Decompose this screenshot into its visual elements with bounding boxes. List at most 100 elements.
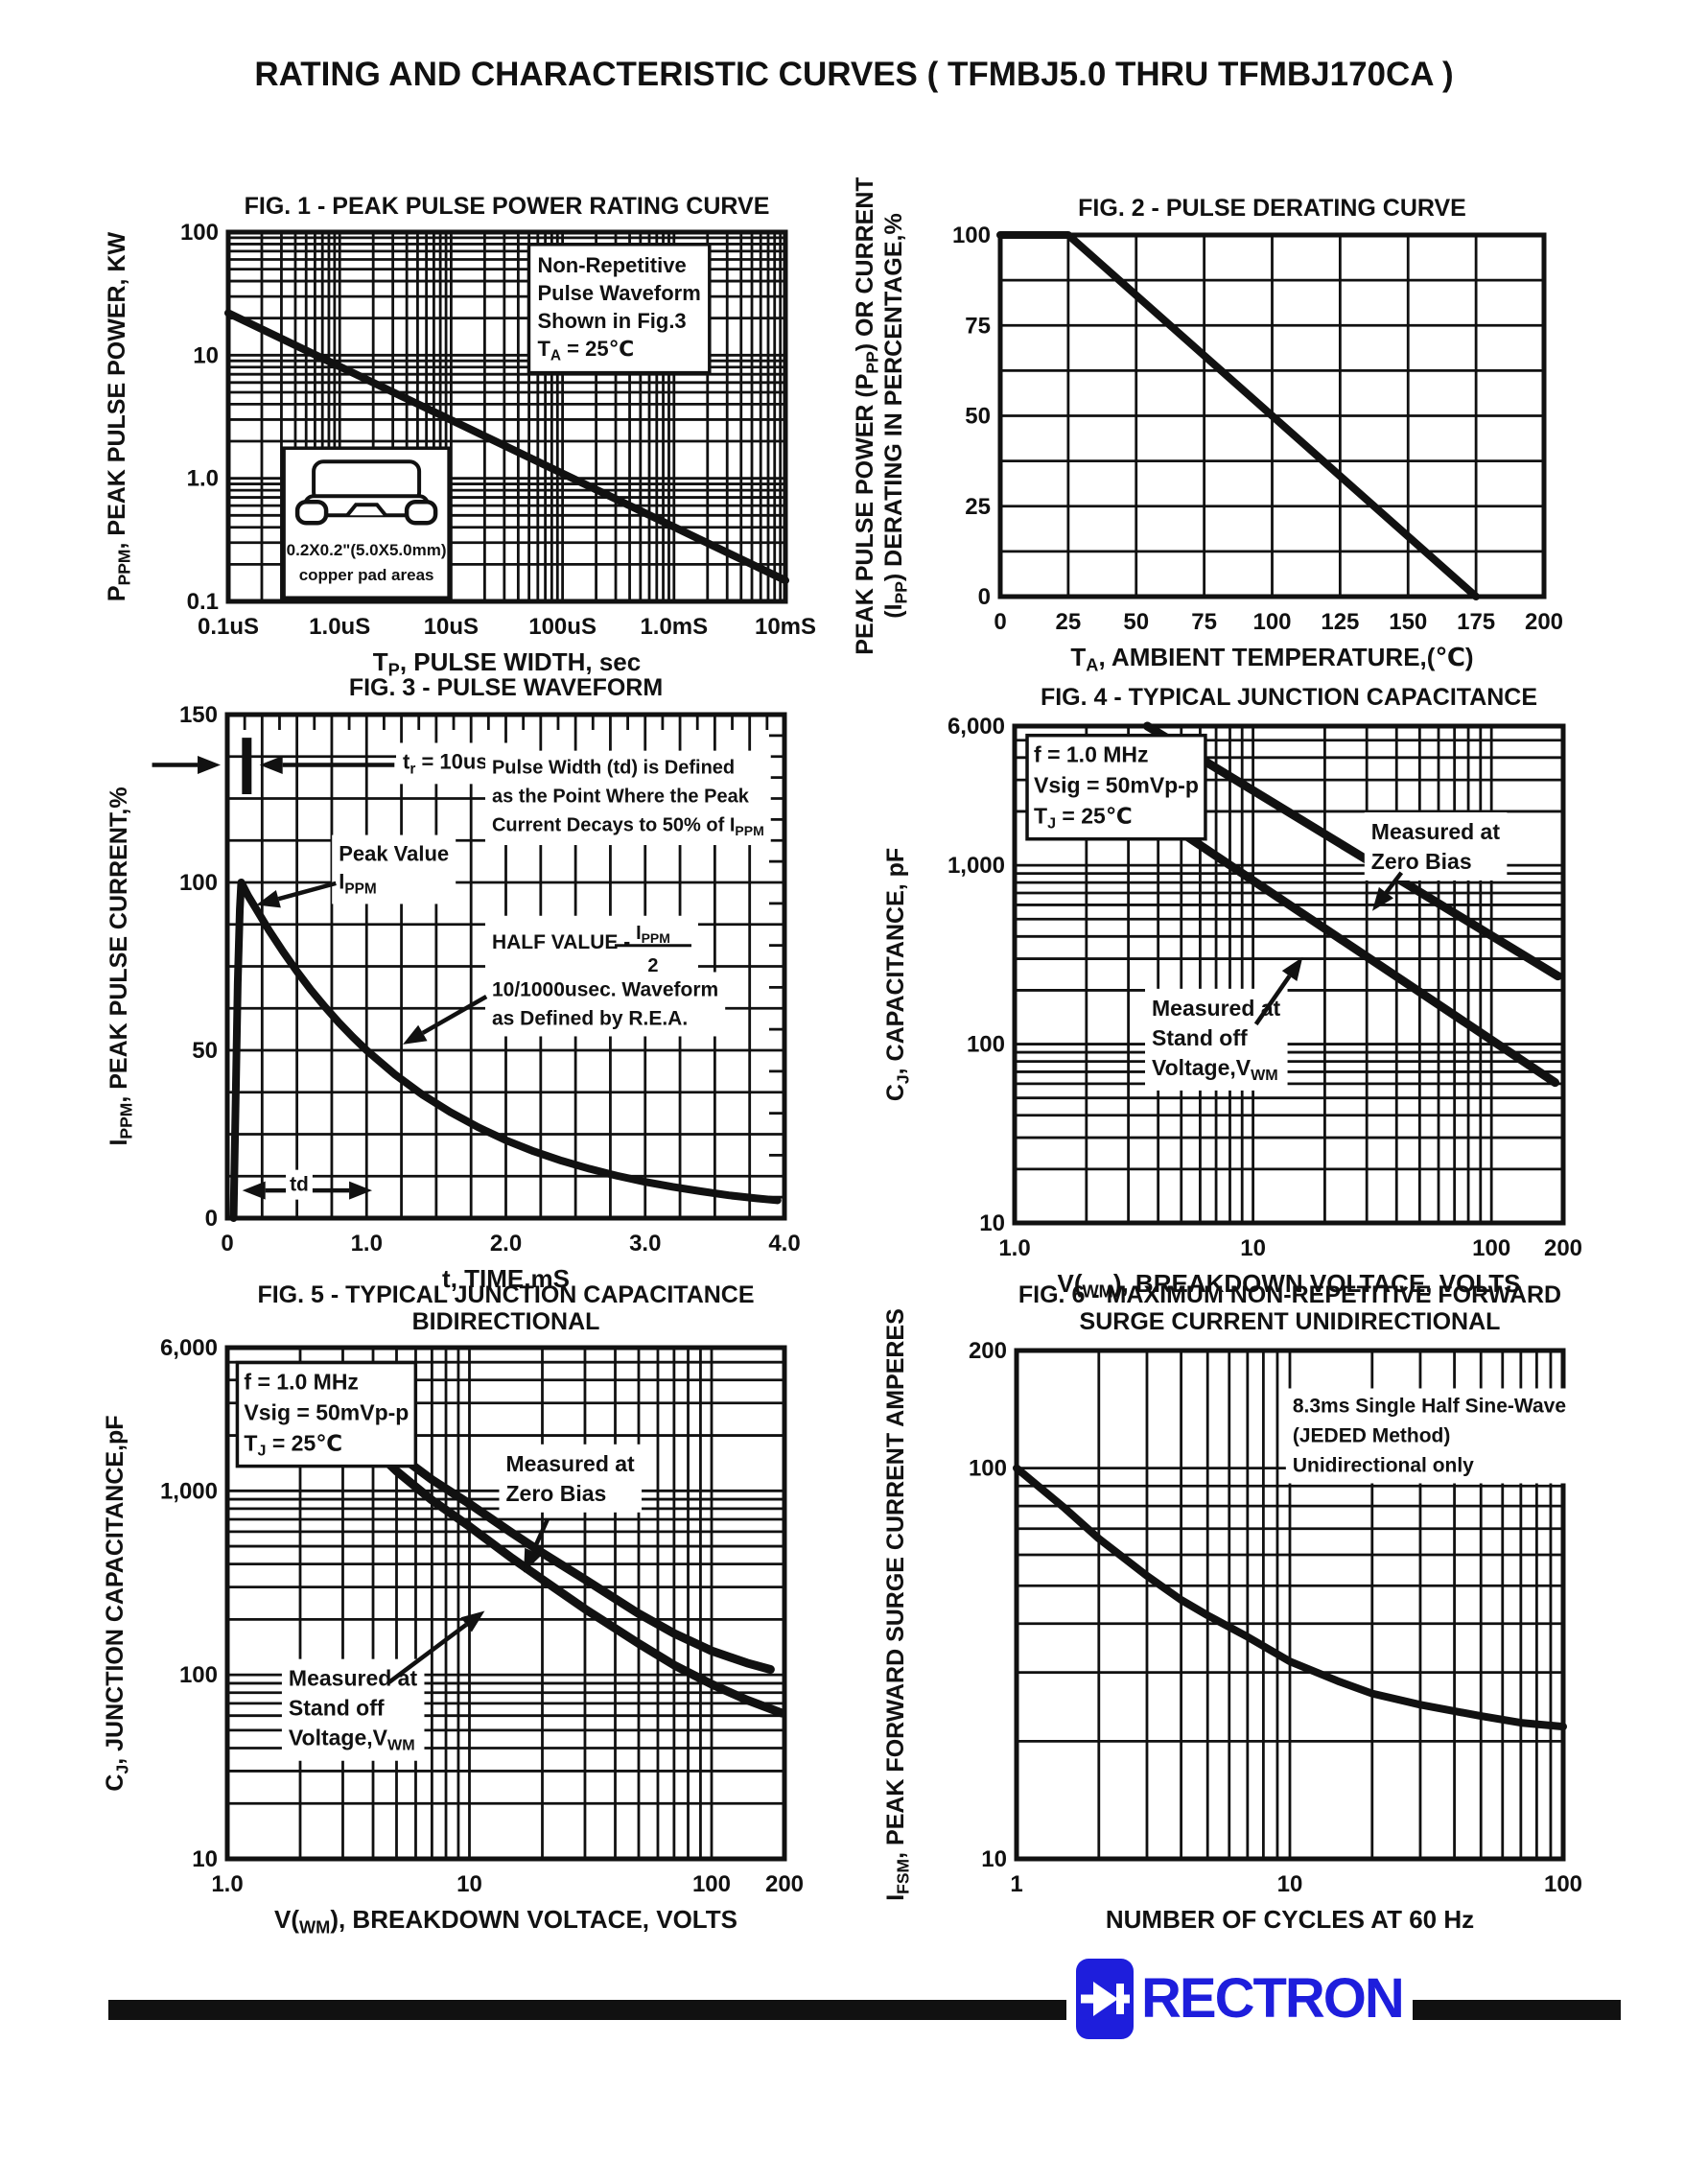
svg-text:IFSM, PEAK FORWARD SURGE CURRE: IFSM, PEAK FORWARD SURGE CURRENT AMPERES <box>882 1308 913 1901</box>
svg-text:0: 0 <box>978 584 991 610</box>
svg-text:1: 1 <box>1010 1871 1022 1897</box>
fig4-series-measured-at-stand-off-voltage <box>1142 805 1560 1088</box>
svg-text:1.0: 1.0 <box>351 1231 383 1257</box>
svg-text:6,000: 6,000 <box>948 714 1005 740</box>
svg-text:NUMBER OF CYCLES AT 60 Hz: NUMBER OF CYCLES AT 60 Hz <box>1106 1905 1474 1934</box>
fig2-chart: FIG. 2 - PULSE DERATING CURVE 0 25 50 75 100 1… <box>852 177 1563 675</box>
svg-text:FIG. 4 - TYPICAL JUNCTION CAPA: FIG. 4 - TYPICAL JUNCTION CAPACITANCE <box>1041 684 1537 711</box>
svg-text:100uS: 100uS <box>528 614 597 640</box>
fig5-labels: FIG. 5 - TYPICAL JUNCTION CAPACITANCEBID… <box>102 1281 804 1938</box>
svg-text:50: 50 <box>1123 609 1149 635</box>
fig3-series-pulse-waveform <box>229 879 782 1222</box>
svg-text:100: 100 <box>692 1871 731 1897</box>
svg-text:TJ = 25℃: TJ = 25℃ <box>244 1431 342 1460</box>
fig1-annotation-box-0: Non-Repetitive Pulse Waveform Shown in Fig… <box>526 243 712 375</box>
svg-text:Pulse Width (td) is Defined: Pulse Width (td) is Defined <box>492 758 735 779</box>
svg-text:2.0: 2.0 <box>490 1231 522 1257</box>
fig4-series-measured-at-zero-bias <box>1142 721 1562 981</box>
svg-text:200: 200 <box>1544 1235 1582 1261</box>
fig1-annotation-package-1: 0.2X0.2"(5.0X5.0mm) copper pad areas <box>282 446 451 599</box>
fig3-annotation-box-8: 10/1000usec. Waveform as Defined by R.E.A… <box>484 972 726 1037</box>
rectron-wordmark: RECTRON <box>1141 1967 1405 2030</box>
svg-text:100: 100 <box>952 223 991 248</box>
svg-text:175: 175 <box>1457 609 1495 635</box>
svg-text:200: 200 <box>969 1338 1007 1364</box>
svg-text:FIG. 3 - PULSE WAVEFORM: FIG. 3 - PULSE WAVEFORM <box>349 674 663 701</box>
svg-text:50: 50 <box>192 1038 218 1064</box>
svg-text:copper pad areas: copper pad areas <box>299 566 434 584</box>
svg-text:10: 10 <box>1240 1235 1266 1261</box>
svg-text:TA = 25℃: TA = 25℃ <box>537 337 634 364</box>
svg-text:100: 100 <box>179 1662 218 1688</box>
fig4-annotation-arrow-2 <box>1371 871 1404 911</box>
svg-text:TJ = 25℃: TJ = 25℃ <box>1034 804 1133 833</box>
fig3-labels: FIG. 3 - PULSE WAVEFORM 0 1.0 2.0 3.0 4.0 0 50 1… <box>105 674 801 1293</box>
svg-text:75: 75 <box>1191 609 1217 635</box>
svg-text:0: 0 <box>205 1206 218 1232</box>
svg-text:0.1uS: 0.1uS <box>198 614 259 640</box>
svg-text:10: 10 <box>192 1846 218 1872</box>
svg-text:FIG. 5 - TYPICAL JUNCTION CAPA: FIG. 5 - TYPICAL JUNCTION CAPACITANCE <box>257 1281 754 1308</box>
fig5-annotation-arrow-4 <box>387 1610 485 1684</box>
fig3-chart: FIG. 3 - PULSE WAVEFORM 0 1.0 2.0 3.0 4.0 0 50 1… <box>105 674 801 1293</box>
svg-text:10/1000usec. Waveform: 10/1000usec. Waveform <box>492 978 718 1000</box>
svg-text:Measured at: Measured at <box>506 1451 636 1476</box>
svg-text:200: 200 <box>1525 609 1563 635</box>
svg-text:as the Point Where the Peak: as the Point Where the Peak <box>492 787 750 808</box>
svg-text:FIG. 2 - PULSE DERATING CURVE: FIG. 2 - PULSE DERATING CURVE <box>1078 195 1466 222</box>
svg-text:1.0uS: 1.0uS <box>309 614 370 640</box>
svg-text:25: 25 <box>1056 609 1082 635</box>
svg-text:Voltage,VWM: Voltage,VWM <box>1152 1055 1278 1084</box>
svg-text:100: 100 <box>1544 1871 1582 1897</box>
svg-text:150: 150 <box>1389 609 1427 635</box>
svg-text:TA, AMBIENT TEMPERATURE,(℃): TA, AMBIENT TEMPERATURE,(℃) <box>1070 643 1473 675</box>
fig3-annotation-arrow-5 <box>256 881 337 908</box>
svg-text:10uS: 10uS <box>424 614 479 640</box>
svg-text:10: 10 <box>1277 1871 1303 1897</box>
fig3-annotation-box-4: Peak Value IPPM <box>332 834 456 904</box>
svg-text:1.0: 1.0 <box>998 1235 1030 1261</box>
fig1-labels: FIG. 1 - PEAK PULSE POWER RATING CURVE 0.… <box>104 193 816 680</box>
svg-text:Zero Bias: Zero Bias <box>506 1481 607 1506</box>
svg-text:PEAK PULSE POWER (PPP) OR CURR: PEAK PULSE POWER (PPP) OR CURRENT <box>852 177 882 655</box>
fig5-series-measured-at-stand-off-voltage <box>354 1431 786 1718</box>
svg-text:100: 100 <box>967 1032 1005 1058</box>
svg-text:CJ, CAPACITANCE, pF: CJ, CAPACITANCE, pF <box>882 848 913 1101</box>
svg-text:0: 0 <box>994 609 1006 635</box>
smb-package-outline-icon <box>294 459 438 526</box>
svg-text:3.0: 3.0 <box>629 1231 661 1257</box>
svg-text:100: 100 <box>1472 1235 1510 1261</box>
svg-text:10: 10 <box>456 1871 482 1897</box>
svg-text:(JEDED Method): (JEDED Method) <box>1293 1424 1451 1446</box>
svg-text:100: 100 <box>969 1456 1007 1482</box>
fig6-chart: FIG. 6 - MAXIMUM NON-REPETITIVE FORWARDS… <box>882 1281 1582 1934</box>
svg-text:Vsig = 50mVp-p: Vsig = 50mVp-p <box>1034 773 1199 798</box>
svg-text:Stand off: Stand off <box>289 1696 385 1721</box>
svg-text:10: 10 <box>981 1846 1007 1872</box>
svg-text:75: 75 <box>965 313 991 339</box>
svg-text:100: 100 <box>1252 609 1291 635</box>
fig2-labels: FIG. 2 - PULSE DERATING CURVE 0 25 50 75 100 1… <box>852 177 1563 675</box>
svg-text:PPPM, PEAK PULSE POWER, KW: PPPM, PEAK PULSE POWER, KW <box>104 232 134 602</box>
svg-text:V(WM), BREAKDOWN VOLTACE, VOLT: V(WM), BREAKDOWN VOLTACE, VOLTS <box>274 1905 737 1938</box>
svg-text:BIDIRECTIONAL: BIDIRECTIONAL <box>412 1308 600 1335</box>
svg-text:V(WM), BREAKDOWN VOLTACE, VOLT: V(WM), BREAKDOWN VOLTACE, VOLTS <box>1058 1269 1521 1302</box>
svg-text:td: td <box>290 1174 309 1196</box>
svg-text:f = 1.0 MHz: f = 1.0 MHz <box>244 1370 359 1395</box>
svg-text:8.3ms Single Half Sine-Wave: 8.3ms Single Half Sine-Wave <box>1293 1395 1566 1417</box>
fig5-series-measured-at-zero-bias <box>354 1416 775 1675</box>
fig1-series-peak-pulse-power <box>224 309 789 585</box>
svg-text:t, TIME,mS: t, TIME,mS <box>442 1264 570 1293</box>
svg-text:200: 200 <box>765 1871 804 1897</box>
svg-text:FIG. 1 - PEAK PULSE POWER RATI: FIG. 1 - PEAK PULSE POWER RATING CURVE <box>245 193 770 220</box>
fig6-annotation-box-0: 8.3ms Single Half Sine-Wave (JEDED Method… <box>1285 1388 1574 1484</box>
svg-text:FIG. 6 - MAXIMUM NON-REPETITIV: FIG. 6 - MAXIMUM NON-REPETITIVE FORWARD <box>1018 1281 1561 1308</box>
svg-text:as Defined by R.E.A.: as Defined by R.E.A. <box>492 1007 688 1029</box>
svg-text:100: 100 <box>179 870 218 896</box>
svg-text:2: 2 <box>647 955 658 976</box>
svg-text:10mS: 10mS <box>755 614 816 640</box>
svg-text:1.0mS: 1.0mS <box>640 614 708 640</box>
svg-text:6,000: 6,000 <box>160 1335 218 1361</box>
